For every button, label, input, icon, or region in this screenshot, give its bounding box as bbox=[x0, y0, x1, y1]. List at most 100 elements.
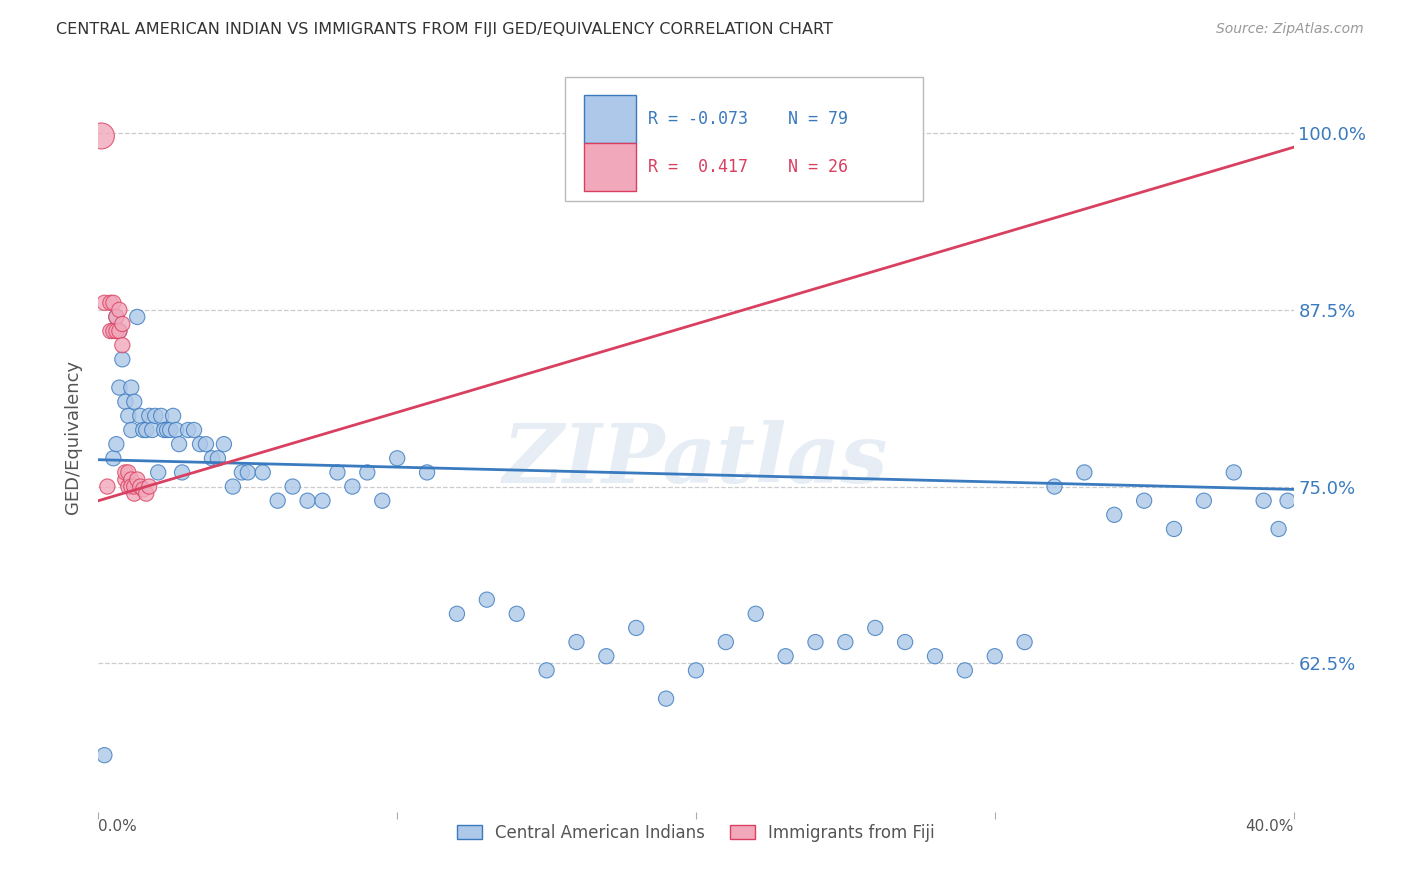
Text: R = -0.073    N = 79: R = -0.073 N = 79 bbox=[648, 110, 848, 128]
Point bbox=[167, 437, 190, 451]
Point bbox=[953, 664, 976, 678]
Point bbox=[120, 381, 142, 395]
Point bbox=[565, 635, 588, 649]
Point bbox=[117, 466, 139, 480]
Point bbox=[416, 466, 439, 480]
Point bbox=[148, 466, 170, 480]
Point bbox=[1073, 466, 1095, 480]
Point bbox=[195, 437, 218, 451]
Point bbox=[117, 479, 139, 493]
Point bbox=[120, 423, 142, 437]
Point bbox=[685, 664, 707, 678]
Point bbox=[342, 479, 364, 493]
Point bbox=[311, 493, 333, 508]
Point bbox=[1267, 522, 1289, 536]
Point bbox=[124, 479, 146, 493]
Point bbox=[127, 310, 149, 324]
Text: CENTRAL AMERICAN INDIAN VS IMMIGRANTS FROM FIJI GED/EQUIVALENCY CORRELATION CHAR: CENTRAL AMERICAN INDIAN VS IMMIGRANTS FR… bbox=[56, 22, 834, 37]
FancyBboxPatch shape bbox=[583, 144, 637, 191]
Point bbox=[124, 486, 146, 500]
Point bbox=[984, 649, 1007, 664]
Point bbox=[93, 295, 115, 310]
Point bbox=[132, 423, 155, 437]
Point bbox=[150, 409, 173, 423]
Text: R =  0.417    N = 26: R = 0.417 N = 26 bbox=[648, 159, 848, 177]
Point bbox=[183, 423, 205, 437]
Point bbox=[96, 479, 118, 493]
Point bbox=[124, 394, 146, 409]
FancyBboxPatch shape bbox=[565, 78, 922, 201]
Text: Source: ZipAtlas.com: Source: ZipAtlas.com bbox=[1216, 22, 1364, 37]
Point bbox=[595, 649, 617, 664]
Point bbox=[356, 466, 378, 480]
Point bbox=[165, 423, 187, 437]
Point bbox=[117, 409, 139, 423]
Point bbox=[231, 466, 253, 480]
Point bbox=[111, 317, 134, 331]
Y-axis label: GED/Equivalency: GED/Equivalency bbox=[65, 360, 83, 514]
Point bbox=[159, 423, 181, 437]
Point bbox=[655, 691, 678, 706]
Point bbox=[326, 466, 349, 480]
Point bbox=[714, 635, 737, 649]
Point bbox=[143, 409, 166, 423]
Point bbox=[114, 466, 136, 480]
Point bbox=[162, 409, 184, 423]
Point bbox=[1253, 493, 1275, 508]
Point bbox=[105, 310, 128, 324]
Point bbox=[103, 295, 125, 310]
FancyBboxPatch shape bbox=[583, 95, 637, 143]
Point bbox=[371, 493, 394, 508]
Point bbox=[1163, 522, 1185, 536]
Point bbox=[207, 451, 229, 466]
Point bbox=[108, 324, 131, 338]
Point bbox=[138, 479, 160, 493]
Point bbox=[385, 451, 409, 466]
Point bbox=[267, 493, 290, 508]
Point bbox=[111, 338, 134, 352]
Point bbox=[114, 473, 136, 487]
Point bbox=[188, 437, 211, 451]
Point bbox=[172, 466, 194, 480]
Point bbox=[804, 635, 827, 649]
Point bbox=[745, 607, 768, 621]
Point bbox=[297, 493, 319, 508]
Point bbox=[105, 324, 128, 338]
Point bbox=[105, 437, 128, 451]
Point bbox=[103, 451, 125, 466]
Point bbox=[201, 451, 224, 466]
Point bbox=[475, 592, 498, 607]
Point bbox=[834, 635, 856, 649]
Point bbox=[108, 302, 131, 317]
Point bbox=[114, 394, 136, 409]
Point bbox=[236, 466, 259, 480]
Point bbox=[177, 423, 200, 437]
Point bbox=[103, 324, 125, 338]
Point bbox=[138, 409, 160, 423]
Point bbox=[1104, 508, 1126, 522]
Point bbox=[93, 748, 115, 763]
Text: ZIPatlas: ZIPatlas bbox=[503, 419, 889, 500]
Point bbox=[506, 607, 529, 621]
Point bbox=[775, 649, 797, 664]
Point bbox=[129, 409, 152, 423]
Point bbox=[141, 423, 163, 437]
Point bbox=[1192, 493, 1215, 508]
Point bbox=[1223, 466, 1246, 480]
Point bbox=[108, 381, 131, 395]
Point bbox=[153, 423, 176, 437]
Point bbox=[281, 479, 304, 493]
Point bbox=[212, 437, 235, 451]
Point bbox=[1043, 479, 1066, 493]
Point bbox=[222, 479, 245, 493]
Point bbox=[1014, 635, 1036, 649]
Point bbox=[111, 352, 134, 367]
Point bbox=[129, 479, 152, 493]
Point bbox=[156, 423, 179, 437]
Point bbox=[894, 635, 917, 649]
Point bbox=[135, 423, 157, 437]
Point bbox=[98, 324, 122, 338]
Point bbox=[252, 466, 274, 480]
Point bbox=[626, 621, 648, 635]
Point bbox=[120, 473, 142, 487]
